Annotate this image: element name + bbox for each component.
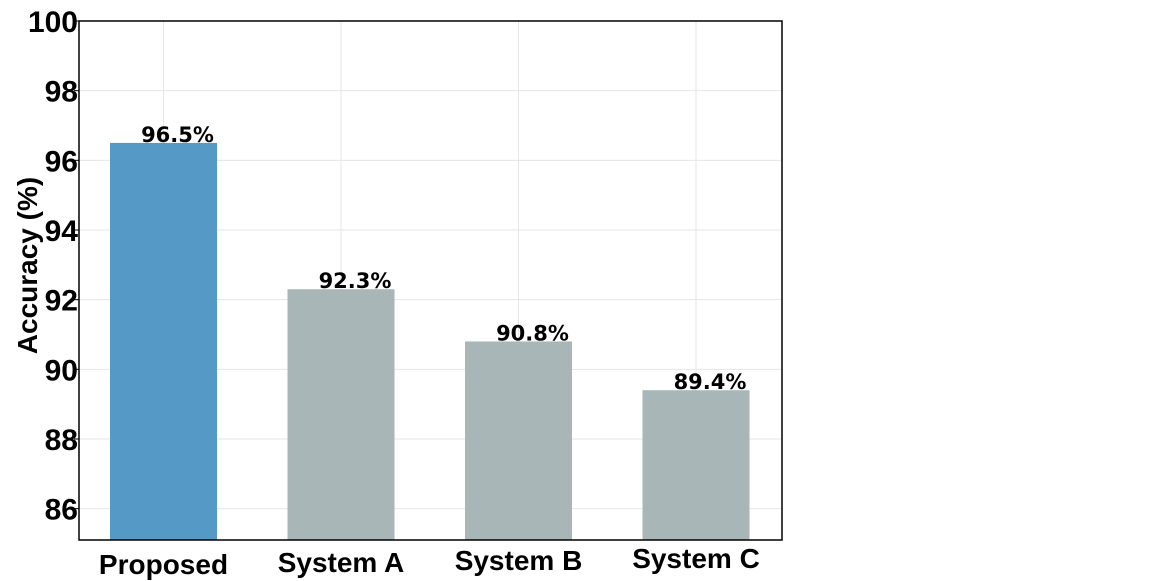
bar-value-label: 90.8% bbox=[496, 321, 569, 345]
bar-proposed bbox=[110, 142, 217, 540]
bar-system-a bbox=[287, 289, 395, 540]
bar-value-labels: 96.5% 92.3% 90.8% 89.4% bbox=[141, 123, 746, 394]
y-tick-label: 86 bbox=[45, 494, 78, 527]
y-axis-tick-labels: 86 88 90 92 94 96 98 100 bbox=[28, 6, 78, 527]
x-axis-tick-labels: Proposed System A System B System C bbox=[99, 543, 760, 580]
y-tick-label: 92 bbox=[45, 285, 78, 318]
x-tick-label: System A bbox=[278, 547, 405, 578]
x-tick-label: Proposed bbox=[99, 549, 228, 580]
bar-value-label: 96.5% bbox=[141, 123, 214, 147]
y-axis-ticks bbox=[74, 20, 79, 510]
plot-frame bbox=[78, 20, 783, 541]
bars bbox=[110, 142, 750, 540]
y-tick-label: 88 bbox=[45, 424, 78, 457]
bar-value-label: 92.3% bbox=[319, 269, 392, 293]
y-tick-label: 98 bbox=[45, 76, 78, 109]
x-tick-label: System B bbox=[455, 545, 583, 576]
bar-system-b bbox=[465, 341, 572, 540]
bar-value-label: 89.4% bbox=[674, 370, 747, 394]
y-axis-title: Accuracy (%) bbox=[12, 177, 43, 354]
y-tick-label: 96 bbox=[45, 145, 78, 178]
x-tick-label: System C bbox=[632, 543, 760, 574]
y-tick-label: 94 bbox=[45, 215, 79, 248]
y-tick-label: 100 bbox=[28, 6, 78, 39]
y-tick-label: 90 bbox=[45, 354, 78, 387]
bar-system-c bbox=[642, 390, 750, 540]
